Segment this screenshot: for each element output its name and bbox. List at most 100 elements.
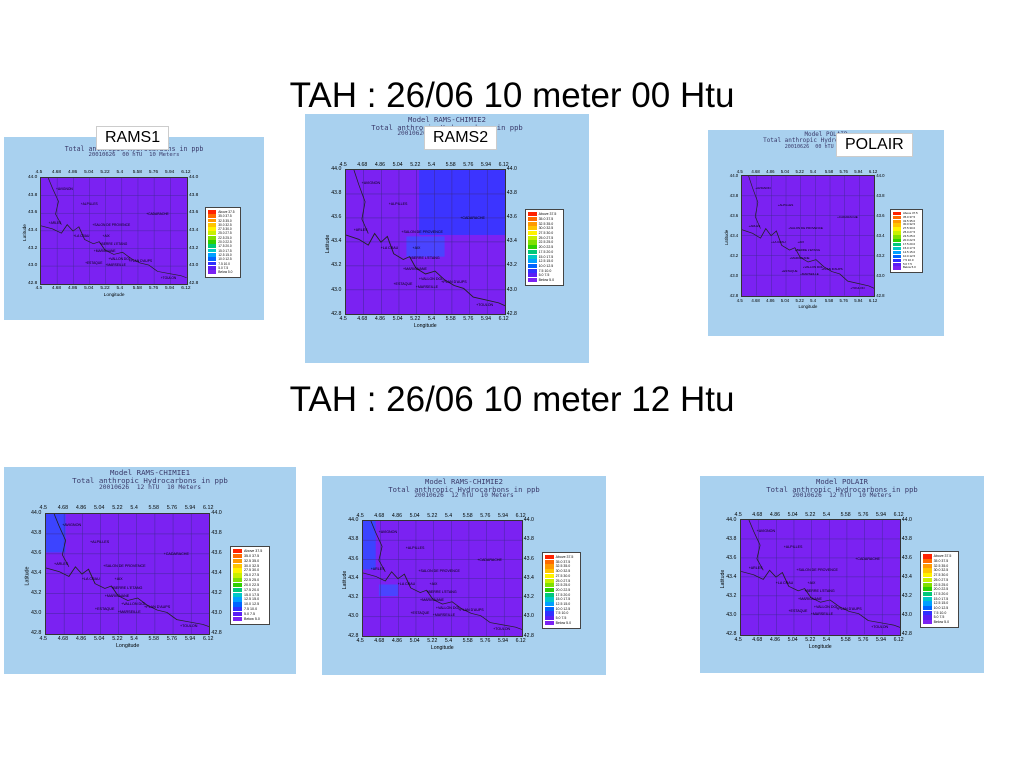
legend-label: Above 37.5	[902, 210, 918, 215]
x-axis-label: Longitude	[808, 643, 832, 650]
legend-label: 20.0 22.5	[244, 582, 260, 587]
city-label: +TOULON	[179, 623, 198, 628]
y-tick-label: 43.4	[523, 574, 534, 581]
legend-label: Above 37.5	[244, 549, 263, 554]
legend-label: 32.5 35.0	[555, 564, 571, 569]
legend-label: 17.5 20.0	[902, 242, 916, 246]
x-tick-label: 5.4	[130, 505, 138, 512]
y-tick-label: 43.8	[28, 192, 38, 198]
y-tick-label: 43.8	[331, 190, 342, 197]
x-tick-label: 5.58	[462, 638, 473, 645]
x-axis-label: Longitude	[103, 293, 125, 299]
legend-swatch	[922, 568, 932, 573]
concentration-plume	[362, 520, 376, 570]
y-tick-label: 43.4	[506, 238, 517, 245]
legend-swatch	[208, 270, 217, 274]
city-label: +ARLES	[370, 566, 385, 571]
x-tick-label: 5.22	[805, 512, 816, 519]
tag-polair: POLAIR	[836, 133, 913, 157]
legend-swatch	[893, 239, 901, 243]
map-plot: +AVIGNON +ALPILLES +ARLES +SALON DE PROVENC…	[40, 177, 188, 286]
x-tick-label: 5.04	[780, 168, 790, 174]
legend-label: 15.0 17.5	[538, 254, 554, 259]
legend-swatch	[922, 559, 932, 564]
y-axis-label: Latitude	[324, 234, 331, 254]
x-tick-label: 5.94	[184, 635, 196, 642]
y-tick-label: 43.0	[348, 613, 359, 620]
y-tick-label: 43.8	[901, 535, 912, 542]
legend-swatch	[893, 231, 901, 235]
map-plot: +AVIGNON +ALPILLES +ARLES +SALON DE PROVENC…	[44, 512, 211, 635]
legend-label: 30.0 32.5	[933, 568, 949, 573]
x-tick-label: 4.86	[75, 505, 87, 512]
x-tick-label: 5.58	[824, 297, 834, 303]
x-tick-label: 5.76	[858, 636, 869, 643]
x-tick-label: 4.5	[734, 636, 742, 643]
city-label: +ALPILLES	[80, 201, 98, 206]
legend-swatch	[527, 249, 537, 254]
x-tick-label: 5.04	[780, 297, 790, 303]
x-tick-label: 4.68	[57, 635, 69, 642]
legend-swatch	[232, 607, 243, 612]
legend-swatch	[208, 265, 217, 270]
heading-12htu: TAH : 26/06 10 meter 12 Htu	[289, 380, 735, 419]
x-tick-label: 4.68	[751, 297, 760, 303]
legend-label: 25.0 27.5	[555, 578, 571, 583]
city-label: +VALLON DOL	[121, 602, 147, 607]
legend-swatch	[922, 587, 932, 592]
x-axis-label: Longitude	[430, 645, 454, 652]
y-tick-label: 43.4	[30, 569, 42, 576]
city-label: +ESTAQUE	[781, 269, 798, 274]
city-label: +AIX	[114, 577, 123, 582]
y-tick-label: 43.6	[331, 214, 342, 221]
city-label: +MARIGNANE	[789, 256, 810, 261]
city-label: +ESTAQUE	[85, 261, 103, 266]
legend-swatch	[232, 549, 243, 554]
y-tick-label: 43.2	[348, 594, 359, 601]
y-tick-label: 42.8	[189, 281, 199, 287]
city-label: +LA CRAU	[775, 580, 794, 585]
legend-swatch	[232, 573, 243, 578]
x-tick-label: 4.86	[391, 512, 402, 519]
legend-swatch	[544, 597, 554, 602]
city-label: +ARLES	[54, 561, 69, 566]
city-label: +CADARACHE	[477, 557, 502, 562]
legend-label: 17.5 20.0	[933, 591, 949, 596]
legend-swatch	[232, 582, 243, 588]
y-tick-label: 42.8	[331, 310, 342, 317]
x-tick-label: 5.94	[480, 161, 492, 168]
concentration-plume	[406, 236, 445, 257]
x-tick-label: 5.22	[100, 286, 110, 292]
x-tick-label: 6.12	[498, 316, 509, 323]
city-label: +SALON DE PROVENCE	[103, 563, 146, 568]
legend-label: 22.5 25.0	[244, 578, 260, 583]
legend-label: Below 5.0	[902, 265, 916, 270]
legend-label: 30.0 32.5	[538, 226, 554, 231]
legend-swatch	[208, 209, 217, 214]
x-tick-label: 4.5	[356, 512, 364, 519]
x-tick-label: 4.5	[339, 161, 347, 168]
y-tick-label: 43.2	[211, 589, 222, 596]
legend-label: 22.5 25.0	[902, 234, 916, 239]
y-tick-label: 42.8	[729, 292, 739, 298]
legend-swatch	[208, 244, 217, 249]
legend-label: Above 37.5	[933, 554, 952, 559]
x-tick-label: 4.68	[374, 638, 385, 645]
legend-label: 12.5 15.0	[218, 252, 232, 257]
city-label: +PLAN D'AUPS	[143, 604, 171, 609]
x-tick-label: 4.5	[736, 168, 743, 174]
color-legend: Above 37.5 35.0 37.5 32.5 35.0 30.0 32.5 27.…	[890, 208, 924, 274]
legend-swatch	[893, 235, 901, 239]
legend-swatch	[208, 235, 217, 240]
coastline	[362, 570, 522, 630]
city-label: +BERRE L'ETANG	[111, 585, 143, 590]
map-plot: +AVIGNON +ALPILLES +ARLES +SALON DE PROVENC…	[741, 175, 876, 297]
legend-label: 17.5 20.0	[218, 244, 232, 249]
legend-label: 35.0 37.5	[244, 553, 260, 558]
x-tick-label: 6.12	[868, 297, 878, 303]
legend-swatch	[527, 226, 537, 231]
x-tick-label: 5.04	[787, 636, 798, 643]
panel-title-line1: Model RAMS-CHIMIE1	[109, 468, 191, 477]
x-tick-label: 4.86	[769, 512, 780, 519]
